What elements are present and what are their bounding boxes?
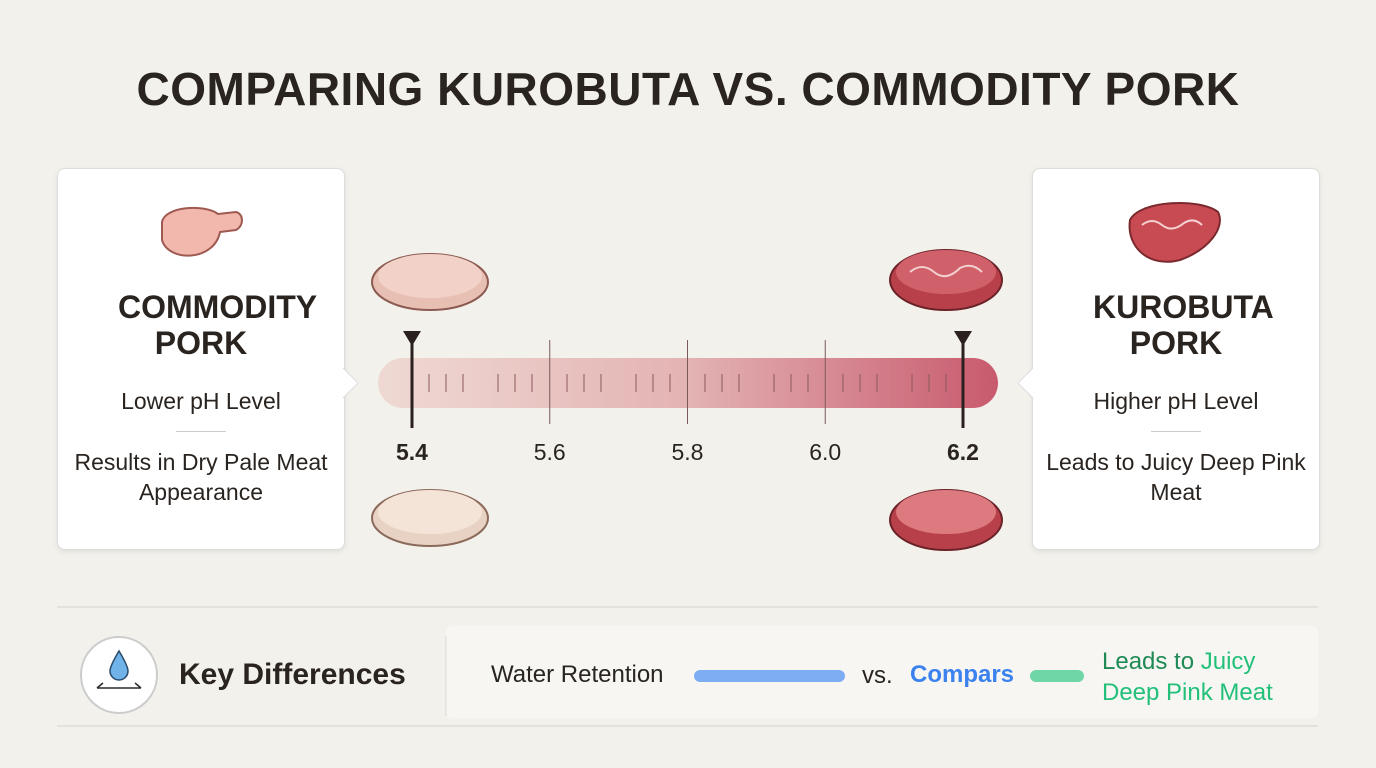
pale-meat <box>371 253 489 311</box>
result-prefix: Leads to <box>1102 648 1195 675</box>
tick-label: 5.4 <box>396 439 428 465</box>
vs-text: vs. <box>862 662 893 689</box>
pointer <box>1017 367 1034 399</box>
card-title: COMMODITY PORK <box>118 289 318 361</box>
pointer <box>342 367 359 399</box>
retention-bar <box>694 670 845 682</box>
compare-text: Compars <box>910 661 1015 688</box>
key-box <box>446 626 1318 718</box>
tick-label: 6.0 <box>809 439 841 465</box>
page-title: COMPARING KUROBUTA VS. COMMODITY PORK <box>136 63 1240 115</box>
pale-meat-icon <box>161 206 243 257</box>
marker-head <box>954 331 972 346</box>
retention-bar <box>1030 670 1084 682</box>
marker-head <box>403 331 421 346</box>
deep-pink-meat <box>889 489 1003 551</box>
card-level: Higher pH Level <box>1093 388 1259 414</box>
pale-meat <box>371 489 489 547</box>
card-result: Results in Dry Pale Meat Appearance <box>74 449 328 505</box>
key-title: Key Differences <box>179 658 406 691</box>
tick-label: 5.8 <box>672 439 704 465</box>
tick-label: 6.2 <box>947 439 979 465</box>
card-result: Leads to Juicy Deep Pink Meat <box>1046 449 1306 505</box>
separator <box>1151 431 1201 432</box>
result-highlight: Juicy Deep Pink Meat <box>1102 648 1273 706</box>
card-title: KUROBUTA PORK <box>1093 289 1274 361</box>
marbled-meat-icon <box>1128 202 1221 263</box>
tick-label: 5.6 <box>534 439 566 465</box>
kurobuta-card: KUROBUTA PORK Higher pH Level Leads to J… <box>1032 168 1320 550</box>
separator <box>176 431 226 432</box>
water-icon <box>80 636 158 714</box>
result-text: Leads to Juicy Deep Pink Meat <box>1102 646 1302 708</box>
marbled-meat <box>889 249 1003 311</box>
key-label: Water Retention <box>491 661 664 688</box>
minor-ticks <box>428 374 947 392</box>
card-level: Lower pH Level <box>121 388 281 414</box>
